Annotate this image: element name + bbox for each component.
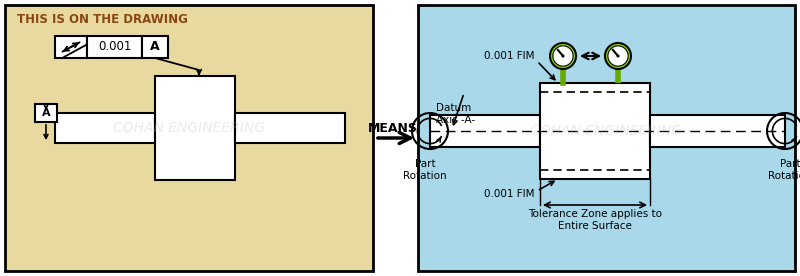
Circle shape — [608, 46, 628, 66]
Text: Datum
Axis -A-: Datum Axis -A- — [436, 103, 475, 124]
Text: 0.001 FIM: 0.001 FIM — [485, 51, 535, 61]
Text: MEANS: MEANS — [368, 121, 418, 134]
Bar — [650, 115, 785, 147]
Bar — [55, 113, 155, 143]
Bar — [55, 36, 87, 58]
Bar — [235, 113, 345, 143]
Circle shape — [562, 54, 565, 57]
Bar — [540, 83, 650, 179]
Bar — [155, 76, 235, 180]
Text: 0.001 FIM: 0.001 FIM — [485, 189, 535, 199]
Text: COHAN ENGINEERING: COHAN ENGINEERING — [113, 121, 265, 135]
Text: A: A — [42, 108, 50, 118]
Bar — [142, 36, 168, 58]
Bar — [430, 115, 540, 147]
Text: THIS IS ON THE DRAWING: THIS IS ON THE DRAWING — [17, 13, 188, 26]
Text: A: A — [150, 41, 160, 54]
Bar — [87, 36, 142, 58]
Text: 0.001: 0.001 — [98, 41, 131, 54]
Bar — [35, 104, 57, 122]
Text: COHAN ENGINEERING: COHAN ENGINEERING — [530, 124, 682, 138]
Text: Tolerance Zone applies to
Entire Surface: Tolerance Zone applies to Entire Surface — [528, 209, 662, 231]
Circle shape — [550, 43, 576, 69]
Bar — [418, 5, 795, 271]
Text: Part
Rotation: Part Rotation — [403, 159, 447, 181]
Circle shape — [605, 43, 631, 69]
Bar — [5, 5, 373, 271]
Circle shape — [617, 54, 619, 57]
Circle shape — [553, 46, 573, 66]
Text: Part
Rotation: Part Rotation — [768, 159, 800, 181]
